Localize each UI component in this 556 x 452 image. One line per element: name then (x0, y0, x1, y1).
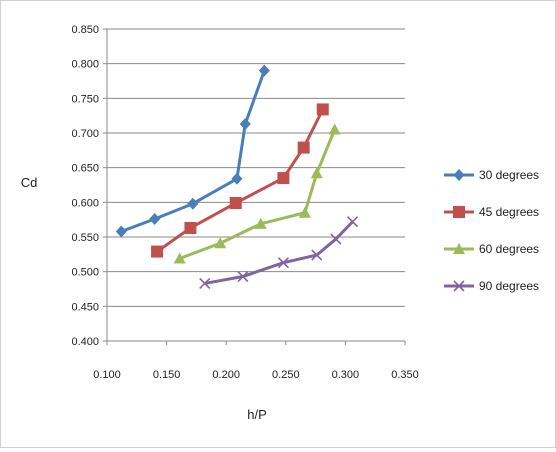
data-point (239, 117, 251, 130)
series-2 (151, 103, 329, 258)
axes (103, 28, 406, 345)
legend-label: 45 degrees (479, 205, 539, 219)
marker-stroke (346, 216, 359, 228)
gridlines (107, 28, 405, 307)
y-tick-label: 0.600 (71, 197, 99, 209)
series-1 (115, 64, 270, 238)
data-point (328, 123, 341, 135)
data-point (254, 217, 267, 229)
y-tick-label: 0.800 (71, 59, 99, 71)
marker-stroke (277, 257, 289, 269)
data-point (297, 141, 310, 154)
series-4 (199, 216, 359, 290)
legend-marker (453, 206, 465, 218)
data-point (311, 249, 323, 261)
x-tick-label: 0.150 (153, 369, 181, 381)
series-line (120, 70, 266, 233)
data-point (346, 216, 359, 228)
series-line (204, 220, 354, 285)
legend-item-3: 60 degrees (444, 242, 539, 256)
data-point (115, 225, 127, 238)
data-point (173, 252, 186, 264)
y-tick-label: 0.550 (71, 232, 99, 244)
data-point (149, 212, 161, 225)
legend-marker (453, 169, 465, 181)
legend: 30 degrees 45 degrees 60 degrees 90 degrees (444, 168, 539, 293)
data-point (258, 64, 270, 77)
x-axis-label: h/P (247, 407, 267, 422)
y-tick-label: 0.400 (71, 336, 99, 348)
series-lines (115, 64, 359, 290)
y-tick-label: 0.650 (71, 163, 99, 175)
data-point (184, 221, 197, 234)
x-tick-labels: 0.100 0.150 0.200 0.250 0.300 0.350 (93, 369, 419, 381)
marker-stroke (311, 249, 323, 261)
y-tick-label: 0.500 (71, 267, 99, 279)
legend-marker (453, 243, 465, 254)
x-tick-label: 0.250 (272, 369, 300, 381)
data-point (229, 197, 242, 210)
legend-item-1: 30 degrees (444, 168, 539, 182)
y-tick-label: 0.850 (71, 24, 99, 36)
series-3 (173, 123, 341, 264)
y-tick-label: 0.700 (71, 128, 99, 140)
y-tick-label: 0.750 (71, 93, 99, 105)
data-point (187, 197, 199, 210)
legend-item-4: 90 degrees (444, 279, 539, 293)
x-tick-label: 0.200 (212, 369, 240, 381)
data-point (214, 237, 227, 249)
data-point (298, 206, 311, 218)
x-tick-label: 0.100 (93, 369, 121, 381)
marker-stroke (237, 270, 249, 283)
data-point (237, 270, 249, 283)
marker-stroke (330, 233, 342, 245)
y-tick-labels: 0.400 0.450 0.500 0.550 0.600 0.650 0.700 0.750… (71, 24, 99, 348)
marker-stroke (453, 280, 465, 292)
x-tick-label: 0.350 (391, 369, 419, 381)
legend-marker (453, 280, 465, 292)
legend-item-2: 45 degrees (444, 205, 539, 219)
legend-label: 90 degrees (479, 279, 539, 293)
data-point (231, 172, 243, 185)
legend-label: 60 degrees (479, 242, 539, 256)
data-point (199, 277, 211, 290)
series-line (179, 128, 337, 260)
y-tick-label: 0.450 (71, 301, 99, 313)
marker-stroke (199, 277, 211, 290)
data-point (277, 257, 289, 269)
data-point (151, 245, 164, 258)
data-point (310, 167, 323, 179)
data-point (277, 172, 290, 185)
x-tick-label: 0.300 (332, 369, 360, 381)
data-point (330, 233, 342, 245)
y-axis-label: Cd (21, 175, 38, 190)
legend-label: 30 degrees (479, 168, 539, 182)
data-point (316, 103, 329, 116)
